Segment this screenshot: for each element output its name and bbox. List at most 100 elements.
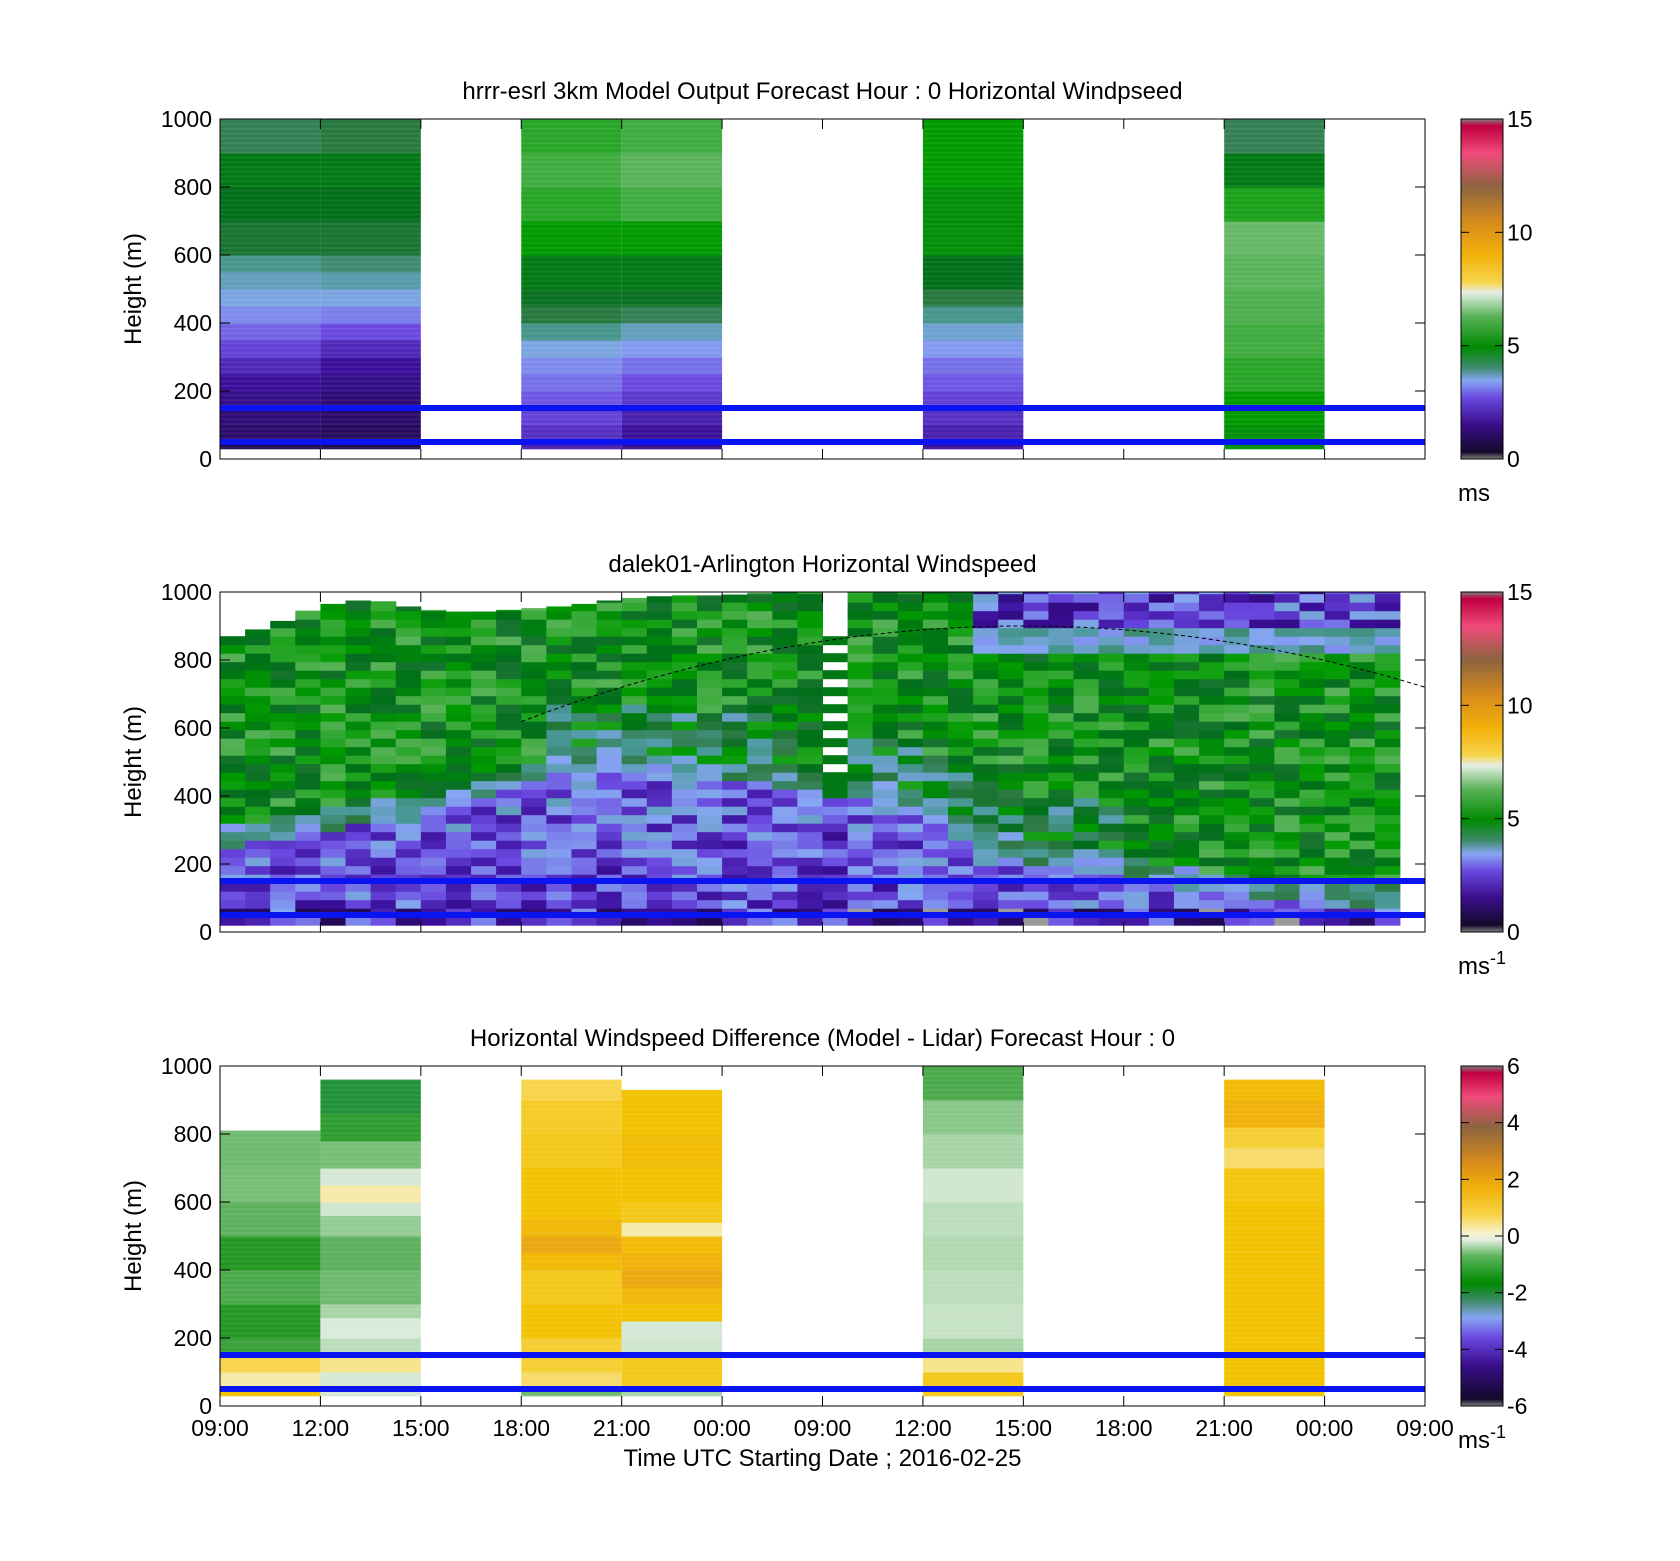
heatmap-cell (1374, 780, 1401, 790)
heatmap-cell (270, 814, 296, 824)
heatmap-cell (496, 823, 522, 833)
heatmap-cell (897, 916, 924, 926)
heatmap-cell (370, 882, 397, 892)
heatmap-cell (671, 729, 698, 739)
heatmap-cell (1098, 806, 1125, 816)
heatmap-cell (1148, 899, 1175, 909)
heatmap-cell (546, 636, 572, 646)
heatmap-texture (220, 1317, 321, 1320)
heatmap-texture (922, 1079, 1024, 1082)
heatmap-cell (1048, 772, 1075, 782)
heatmap-cell (245, 695, 271, 705)
heatmap-cell (1199, 729, 1225, 739)
heatmap-cell (1199, 661, 1225, 671)
heatmap-cell (922, 1355, 1024, 1373)
heatmap-cell (1249, 806, 1275, 816)
heatmap-texture (320, 432, 421, 435)
heatmap-texture (320, 165, 421, 168)
heatmap-cell (320, 357, 421, 375)
panels-layer: hrrr-esrl 3km Model Output Forecast Hour… (120, 78, 1533, 1472)
x-axis-label: Time UTC Starting Date ; 2016-02-25 (624, 1445, 1022, 1472)
heatmap-cell (445, 721, 472, 731)
heatmap-cell (270, 831, 296, 841)
heatmap-cell (1199, 593, 1225, 603)
heatmap-cell (1224, 789, 1250, 799)
heatmap-cell (847, 797, 874, 807)
heatmap-cell (671, 644, 698, 654)
heatmap-cell (395, 840, 422, 850)
heatmap-cell (521, 1168, 622, 1220)
heatmap-texture (922, 1298, 1024, 1301)
panel-3-colorbar-unit: ms-1 (1458, 1422, 1506, 1454)
heatmap-cell (245, 661, 271, 671)
heatmap-cell (345, 712, 372, 722)
heatmap-cell (872, 695, 899, 705)
heatmap-cell (1249, 602, 1275, 612)
heatmap-cell (1199, 627, 1225, 637)
colorbar-tick-label: 5 (1507, 806, 1520, 832)
heatmap-cell (847, 687, 874, 697)
heatmap-cell (1249, 772, 1275, 782)
heatmap-cell (897, 857, 924, 867)
heatmap-cell (445, 916, 472, 926)
heatmap-cell (1224, 899, 1250, 909)
heatmap-cell (596, 848, 623, 858)
heatmap-texture (922, 1179, 1024, 1182)
heatmap-texture (320, 1350, 421, 1353)
heatmap-cell (1098, 814, 1125, 824)
heatmap-cell (1224, 627, 1250, 637)
heatmap-texture (1224, 194, 1325, 197)
heatmap-cell (847, 755, 874, 765)
heatmap-texture (521, 1093, 622, 1096)
heatmap-cell (747, 721, 773, 731)
heatmap-texture (220, 199, 321, 202)
heatmap-texture (922, 175, 1024, 178)
heatmap-cell (245, 789, 271, 799)
heatmap-texture (220, 337, 321, 340)
heatmap-texture (922, 1255, 1024, 1258)
heatmap-cell (1274, 592, 1300, 595)
heatmap-cell (1374, 823, 1401, 833)
heatmap-texture (521, 151, 622, 154)
heatmap-texture (621, 127, 723, 130)
heatmap-cell (998, 789, 1024, 799)
heatmap-texture (621, 1260, 723, 1263)
heatmap-cell (1299, 704, 1326, 714)
heatmap-cell (671, 653, 698, 663)
heatmap-cell (220, 806, 246, 816)
heatmap-cell (1274, 738, 1300, 748)
heatmap-cell (1073, 789, 1100, 799)
heatmap-cell (320, 916, 347, 926)
heatmap-cell (1098, 670, 1125, 680)
heatmap-texture (1224, 1341, 1325, 1344)
heatmap-cell (345, 610, 372, 620)
heatmap-texture (521, 380, 622, 383)
heatmap-cell (220, 823, 246, 833)
heatmap-cell (797, 891, 823, 901)
heatmap-texture (621, 165, 723, 168)
heatmap-cell (671, 704, 698, 714)
heatmap-cell (772, 602, 798, 612)
heatmap-texture (521, 1298, 622, 1301)
heatmap-cell (295, 670, 321, 680)
heatmap-cell (1098, 627, 1125, 637)
heatmap-texture (922, 1374, 1024, 1377)
heatmap-cell (797, 772, 823, 782)
heatmap-texture (1224, 1279, 1325, 1282)
heatmap-cell (1249, 746, 1275, 756)
heatmap-texture (521, 218, 622, 221)
heatmap-cell (370, 814, 397, 824)
heatmap-cell (571, 653, 598, 663)
heatmap-cell (270, 738, 296, 748)
heatmap-cell (872, 602, 899, 612)
heatmap-cell (1349, 916, 1376, 926)
heatmap-cell (1148, 712, 1175, 722)
heatmap-cell (1249, 729, 1275, 739)
heatmap-texture (320, 156, 421, 159)
heatmap-cell (872, 755, 899, 765)
heatmap-cell (822, 721, 849, 731)
heatmap-texture (220, 1298, 321, 1301)
heatmap-cell (747, 865, 773, 875)
heatmap-cell (1324, 857, 1351, 867)
heatmap-texture (922, 237, 1024, 240)
